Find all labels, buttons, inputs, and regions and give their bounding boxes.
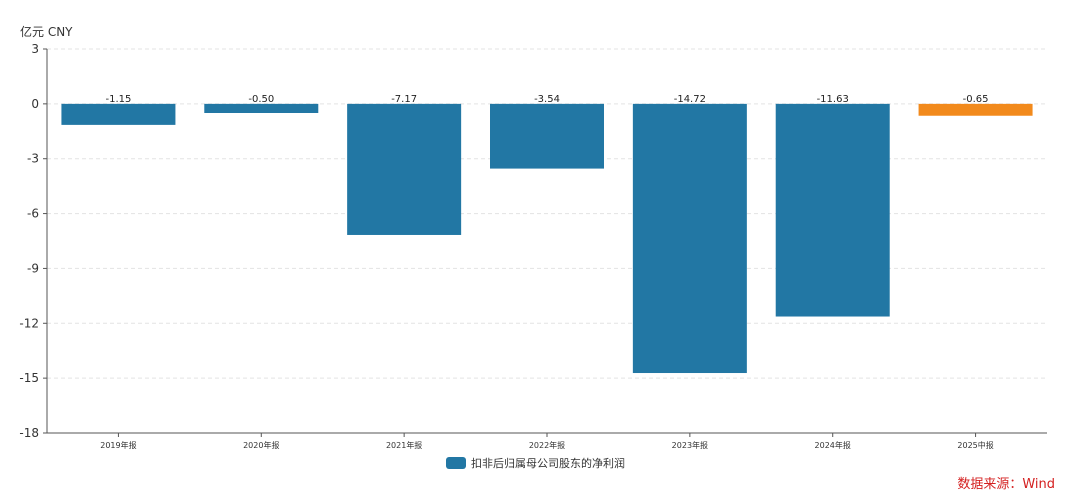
bar-value-label: -7.17 (391, 94, 417, 105)
y-tick-label: 0 (31, 97, 39, 111)
bar-value-label: -1.15 (105, 94, 131, 105)
x-tick-label: 2023年报 (672, 440, 708, 450)
bar[interactable] (61, 103, 176, 125)
bar[interactable] (775, 103, 890, 317)
x-tick-label: 2022年报 (529, 440, 565, 450)
bars (61, 103, 1033, 374)
y-tick-label: -18 (19, 426, 39, 440)
x-tick-label: 2025中报 (957, 440, 993, 450)
bar-value-label: -0.65 (963, 94, 989, 105)
bar-value-label: -0.50 (248, 94, 274, 105)
bar[interactable] (204, 103, 319, 113)
x-tick-label: 2019年报 (100, 440, 136, 450)
source-note: 数据来源：Wind (957, 477, 1055, 492)
y-tick-label: -12 (19, 316, 39, 330)
bar[interactable] (490, 103, 604, 169)
data-labels: -1.15 -0.50 -7.17 -3.54 -14.72 -11.63 -0.65 (105, 94, 988, 105)
legend-swatch[interactable] (446, 457, 466, 469)
x-tick-label: 2024年报 (815, 440, 851, 450)
axes: 3 0 -3 -6 -9 -12 -15 -18 2019年报 2020年报 2021年报 2022年… (19, 42, 1047, 450)
x-tick-label: 2020年报 (243, 440, 279, 450)
bar-value-label: -14.72 (674, 94, 706, 105)
bar-value-label: -3.54 (534, 94, 560, 105)
bar[interactable] (918, 103, 1033, 116)
bar[interactable] (632, 103, 747, 374)
y-axis-unit-label: 亿元 CNY (20, 24, 73, 39)
legend-label[interactable]: 扣非后归属母公司股东的净利润 (471, 456, 625, 470)
y-tick-label: -6 (27, 207, 39, 221)
y-tick-label: -15 (19, 371, 39, 385)
y-tick-label: 3 (31, 42, 39, 56)
bar-value-label: -11.63 (817, 94, 849, 105)
y-tick-label: -3 (27, 152, 39, 166)
bar[interactable] (347, 103, 462, 235)
y-tick-label: -9 (27, 261, 39, 275)
x-tick-label: 2021年报 (386, 440, 422, 450)
legend[interactable]: 扣非后归属母公司股东的净利润 (446, 456, 625, 470)
